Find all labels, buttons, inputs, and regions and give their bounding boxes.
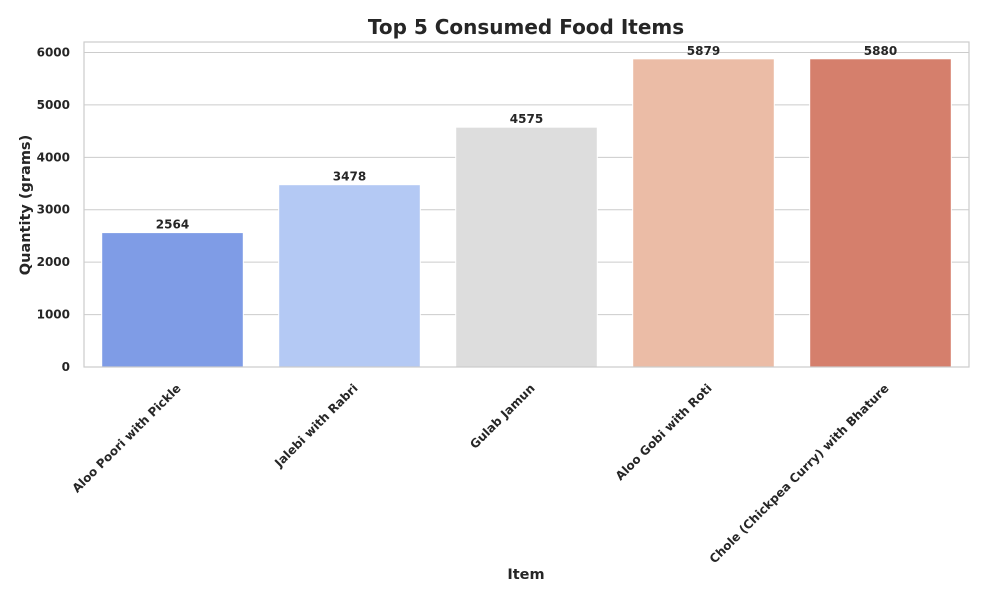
- bar: [455, 126, 598, 368]
- y-axis-ticks: 0 1000 2000 3000 4000 5000 6000: [37, 45, 70, 374]
- bar: [809, 58, 952, 368]
- x-tick-label: Aloo Gobi with Roti: [613, 381, 715, 483]
- x-axis-title: Item: [507, 567, 544, 583]
- y-tick-label: 4000: [37, 150, 70, 164]
- y-axis-title: Quantity (grams): [18, 135, 34, 275]
- y-tick-label: 0: [62, 360, 70, 374]
- x-tick-label: Gulab Jamun: [467, 381, 537, 451]
- chart-title: Top 5 Consumed Food Items: [368, 15, 684, 39]
- bar-value-label: 5879: [687, 44, 720, 58]
- x-tick-label: Aloo Poori with Pickle: [69, 381, 183, 495]
- plot-frame: [83, 41, 970, 368]
- y-tick-label: 5000: [37, 98, 70, 112]
- x-tick-label: Jalebi with Rabri: [271, 381, 360, 470]
- bars: [101, 58, 952, 368]
- bar: [632, 58, 775, 368]
- bar-value-label: 2564: [156, 218, 189, 232]
- bar: [101, 232, 244, 368]
- x-tick-label: Chole (Chickpea Curry) with Bhature: [707, 381, 892, 566]
- y-tick-label: 6000: [37, 45, 70, 59]
- y-tick-label: 2000: [37, 255, 70, 269]
- x-axis-ticks: Aloo Poori with Pickle Jalebi with Rabri G…: [69, 381, 891, 566]
- bar-value-label: 4575: [510, 112, 543, 126]
- bar: [278, 184, 421, 368]
- y-tick-label: 1000: [37, 308, 70, 322]
- y-tick-label: 3000: [37, 203, 70, 217]
- bar-value-label: 5880: [864, 44, 897, 58]
- data-labels: 2564 3478 4575 5879 5880: [156, 44, 897, 232]
- bar-value-label: 3478: [333, 170, 366, 184]
